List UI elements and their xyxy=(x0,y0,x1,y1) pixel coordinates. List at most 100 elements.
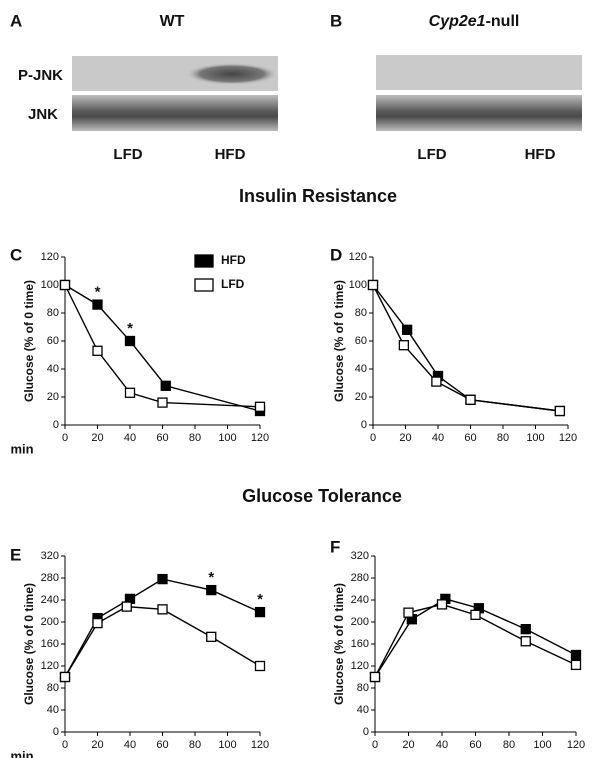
x-tick-label: 120 xyxy=(251,432,269,444)
y-tick-label: 160 xyxy=(41,638,59,650)
data-point xyxy=(570,649,582,661)
y-tick-label: 60 xyxy=(47,335,59,347)
series-line xyxy=(374,603,577,678)
y-axis-label: Glucose (% of 0 time) xyxy=(332,280,346,402)
blot-title-gene: Cyp2e1 xyxy=(429,13,486,30)
data-point xyxy=(92,299,103,310)
data-point xyxy=(59,279,71,291)
y-tick-label: 240 xyxy=(351,594,369,606)
significance-mark: * xyxy=(208,569,214,586)
legend-label: HFD xyxy=(221,253,246,267)
data-point xyxy=(436,599,448,610)
y-tick-label: 100 xyxy=(349,279,367,291)
y-tick-label: 320 xyxy=(351,550,369,562)
x-axis-label: min xyxy=(10,748,33,758)
section-title: Glucose Tolerance xyxy=(242,486,402,506)
x-tick-label: 120 xyxy=(251,739,269,751)
data-point xyxy=(470,609,481,620)
y-tick-label: 120 xyxy=(41,660,59,672)
data-point xyxy=(59,671,71,683)
y-tick-label: 200 xyxy=(41,616,59,628)
data-point xyxy=(92,345,103,356)
lane-label: LFD xyxy=(113,146,142,163)
series-line xyxy=(64,605,261,678)
x-tick-label: 40 xyxy=(124,432,136,444)
data-point xyxy=(206,631,217,642)
y-tick-label: 120 xyxy=(349,251,367,263)
y-tick-label: 0 xyxy=(363,726,369,738)
data-point xyxy=(124,335,136,347)
y-tick-label: 0 xyxy=(53,726,59,738)
legend-label: LFD xyxy=(221,277,245,291)
data-point xyxy=(121,601,132,612)
x-tick-label: 80 xyxy=(497,432,509,444)
y-tick-label: 120 xyxy=(351,660,369,672)
lane-label: LFD xyxy=(417,146,446,163)
blot-strip xyxy=(376,95,582,131)
x-tick-label: 40 xyxy=(432,432,444,444)
panel-letter: B xyxy=(330,11,342,30)
y-tick-label: 20 xyxy=(355,391,367,403)
blot-title-suffix: -null xyxy=(486,13,520,30)
x-tick-label: 100 xyxy=(218,432,236,444)
x-tick-label: 0 xyxy=(372,739,378,751)
data-point xyxy=(157,573,168,585)
x-tick-label: 100 xyxy=(533,739,551,751)
y-tick-label: 200 xyxy=(351,616,369,628)
data-point xyxy=(431,376,442,387)
y-tick-label: 100 xyxy=(41,279,59,291)
data-point xyxy=(398,340,410,351)
data-point xyxy=(520,636,531,647)
x-tick-label: 80 xyxy=(189,432,201,444)
panel-letter: A xyxy=(10,11,22,30)
data-point xyxy=(254,660,266,672)
y-tick-label: 120 xyxy=(41,251,59,263)
data-point xyxy=(554,405,566,417)
panel-letter: C xyxy=(10,245,22,264)
blot-strip xyxy=(72,95,278,131)
y-tick-label: 160 xyxy=(351,638,369,650)
y-tick-label: 20 xyxy=(47,391,59,403)
y-tick-label: 40 xyxy=(355,363,367,375)
x-tick-label: 100 xyxy=(526,432,544,444)
x-tick-label: 0 xyxy=(62,432,68,444)
y-axis-label: Glucose (% of 0 time) xyxy=(332,583,346,705)
panel-letter: E xyxy=(10,545,21,564)
y-tick-label: 60 xyxy=(355,335,367,347)
data-point xyxy=(369,671,381,683)
panel-letter: D xyxy=(330,245,342,264)
legend-swatch xyxy=(194,254,214,268)
x-tick-label: 60 xyxy=(156,432,168,444)
y-tick-label: 80 xyxy=(47,682,59,694)
data-point xyxy=(401,324,413,335)
x-tick-label: 20 xyxy=(399,432,411,444)
data-point xyxy=(254,401,266,412)
y-tick-label: 80 xyxy=(355,307,367,319)
x-tick-label: 40 xyxy=(124,739,136,751)
x-tick-label: 20 xyxy=(91,739,103,751)
series-line xyxy=(374,598,577,678)
x-tick-label: 80 xyxy=(189,739,201,751)
x-tick-label: 80 xyxy=(503,739,515,751)
data-point xyxy=(160,380,171,391)
data-point xyxy=(206,584,217,596)
x-tick-label: 120 xyxy=(559,432,577,444)
x-tick-label: 60 xyxy=(464,432,476,444)
data-point xyxy=(92,617,103,629)
significance-mark: * xyxy=(95,284,101,301)
significance-mark: * xyxy=(257,591,263,608)
y-tick-label: 280 xyxy=(41,572,59,584)
data-point xyxy=(254,606,266,618)
data-point xyxy=(124,387,136,398)
x-tick-label: 120 xyxy=(567,739,585,751)
data-point xyxy=(157,604,168,615)
y-tick-label: 0 xyxy=(53,419,59,431)
blot-band xyxy=(186,63,278,85)
y-tick-label: 320 xyxy=(41,550,59,562)
y-tick-label: 80 xyxy=(47,307,59,319)
x-tick-label: 0 xyxy=(62,739,68,751)
x-tick-label: 60 xyxy=(469,739,481,751)
y-tick-label: 280 xyxy=(351,572,369,584)
blot-title: WT xyxy=(160,13,185,30)
